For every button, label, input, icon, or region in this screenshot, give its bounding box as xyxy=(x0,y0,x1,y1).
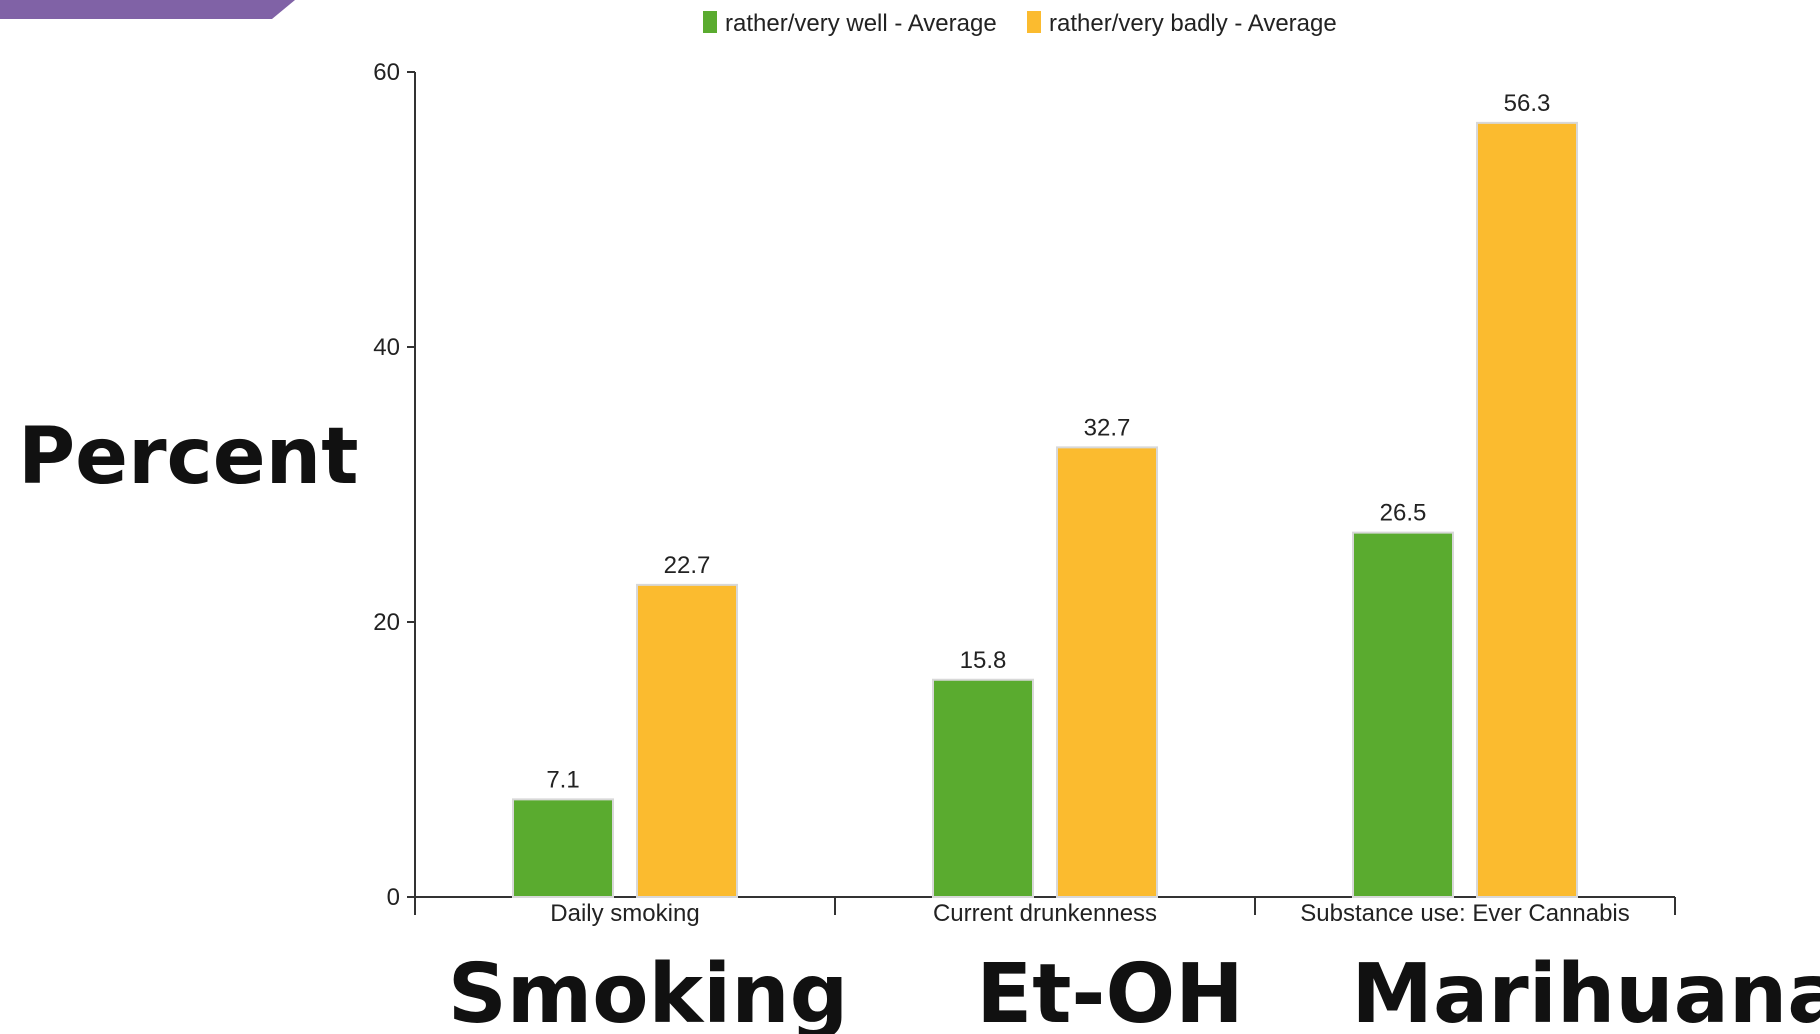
legend-swatch-well xyxy=(703,11,717,33)
x-tick-label-2: Substance use: Ever Cannabis xyxy=(1300,900,1630,927)
bar-well-0 xyxy=(512,798,614,898)
x-tick-label-0: Daily smoking xyxy=(550,900,699,927)
bottom-labels: Smoking Et-OH Marihuana xyxy=(448,947,1820,1034)
legend-label-badly: rather/very badly - Average xyxy=(1049,10,1337,37)
bottom-label-smoking: Smoking xyxy=(448,947,849,1034)
bar-well-2 xyxy=(1352,531,1454,898)
x-tick-label-1: Current drunkenness xyxy=(933,900,1157,927)
value-label-badly-2: 56.3 xyxy=(1504,90,1551,117)
bar-badly-1 xyxy=(1056,446,1158,898)
legend-swatch-badly xyxy=(1027,11,1041,33)
value-label-well-0: 7.1 xyxy=(546,766,579,793)
value-label-badly-0: 22.7 xyxy=(664,552,711,579)
y-side-label: Percent xyxy=(18,412,359,502)
bar-well-1 xyxy=(932,678,1034,898)
bar-badly-2 xyxy=(1476,121,1578,898)
value-label-well-1: 15.8 xyxy=(960,647,1007,674)
plot-area: 0 20 40 60 Daily smoking 7.1 22.7 Current drunk… xyxy=(373,59,1676,927)
y-tick-label-40: 40 xyxy=(373,334,400,361)
header-banner-shape xyxy=(0,0,295,19)
bottom-label-et-oh: Et-OH xyxy=(976,947,1244,1034)
y-tick-label-20: 20 xyxy=(373,609,400,636)
value-label-well-2: 26.5 xyxy=(1380,500,1427,527)
bottom-label-marihuana: Marihuana xyxy=(1351,947,1820,1034)
y-tick-label-0: 0 xyxy=(387,884,400,911)
bar-badly-0 xyxy=(636,583,738,898)
chart-legend: rather/very well - Average rather/very b… xyxy=(703,10,1337,37)
legend-label-well: rather/very well - Average xyxy=(725,10,997,37)
value-label-badly-1: 32.7 xyxy=(1084,414,1131,441)
y-tick-label-60: 60 xyxy=(373,59,400,86)
